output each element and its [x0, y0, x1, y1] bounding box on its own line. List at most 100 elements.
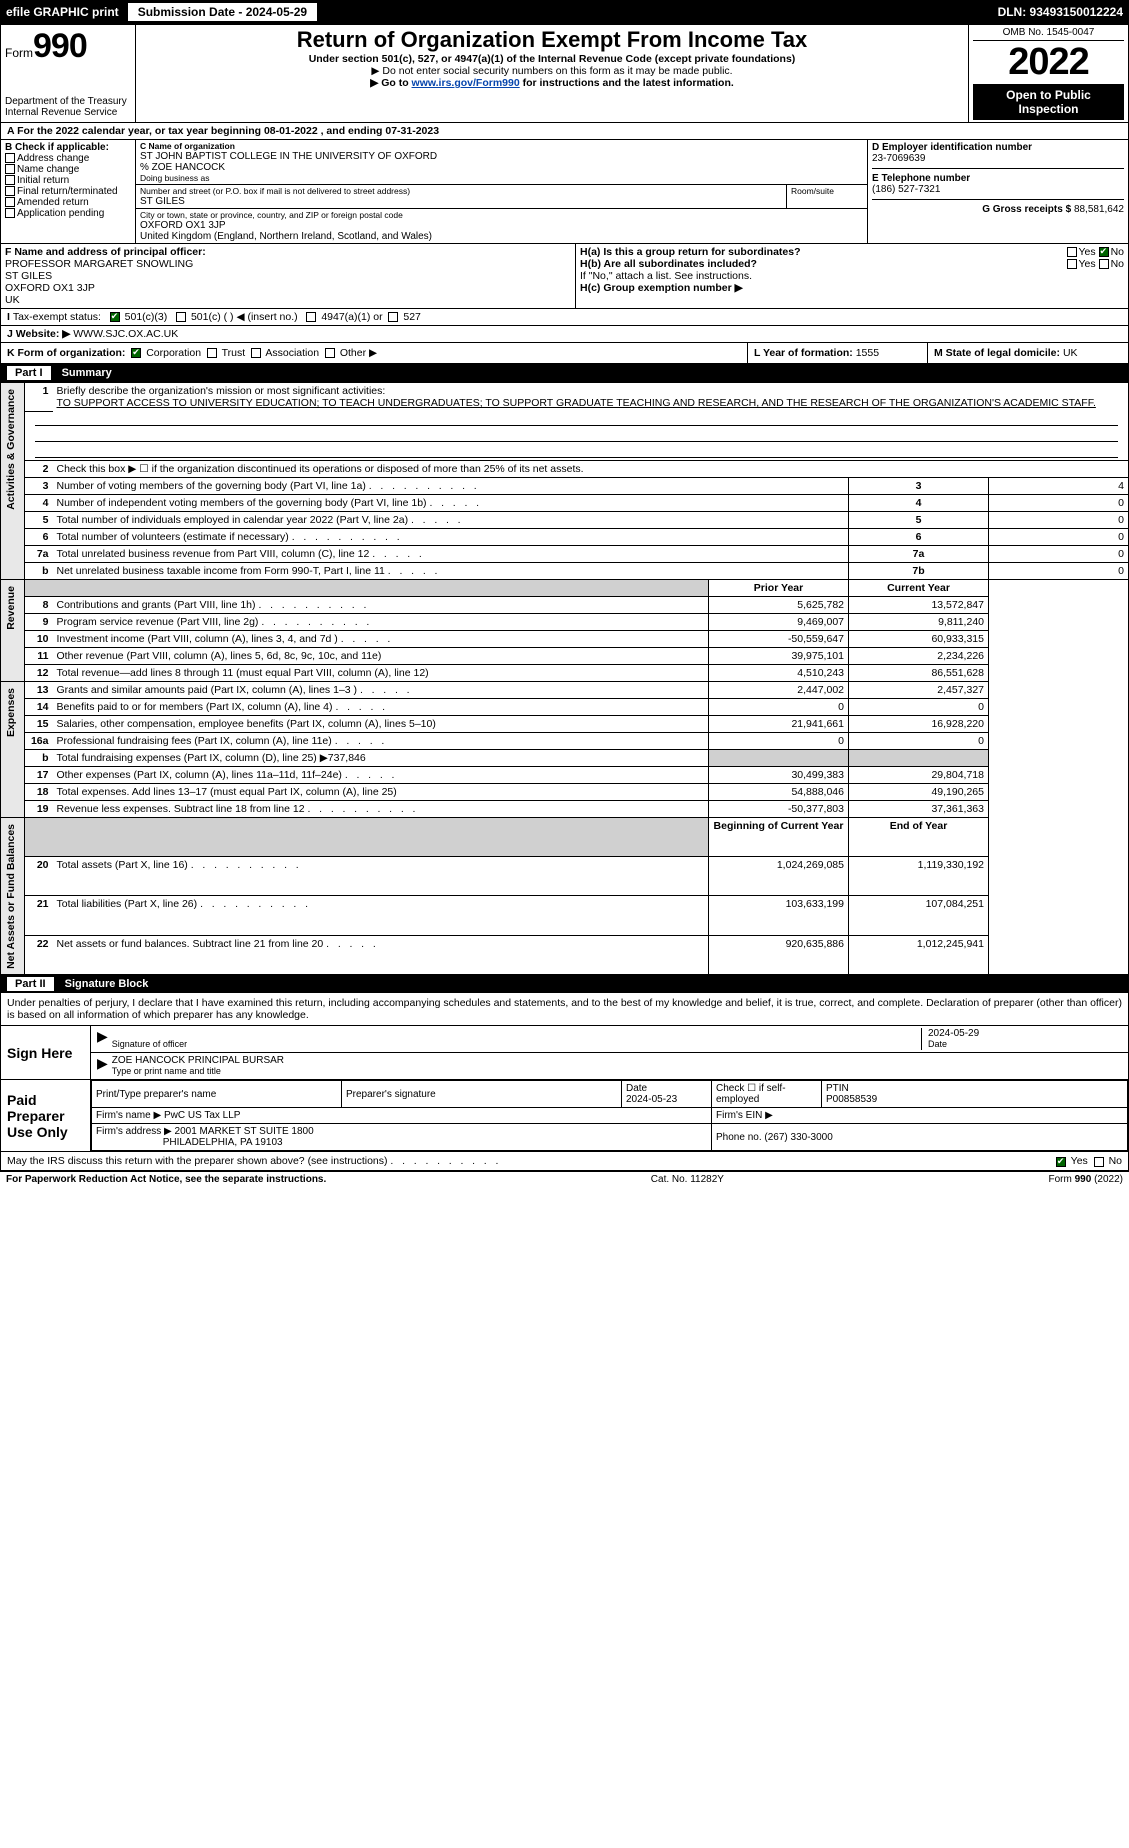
- sig-area: Under penalties of perjury, I declare th…: [0, 993, 1129, 1171]
- b-opt-0[interactable]: Address change: [5, 153, 131, 164]
- line-klm: K Form of organization: Corporation Trus…: [0, 343, 1129, 364]
- exp-row: 15Salaries, other compensation, employee…: [1, 715, 1129, 732]
- form-word: Form: [5, 46, 33, 60]
- i-chk-2[interactable]: [176, 312, 186, 322]
- footer-right: Form 990 (2022): [1049, 1174, 1123, 1185]
- col-c: C Name of organization ST JOHN BAPTIST C…: [136, 140, 868, 243]
- part2-header: Part II Signature Block: [0, 975, 1129, 993]
- firm-addr1: 2001 MARKET ST SUITE 1800: [175, 1126, 314, 1137]
- b-opt-1[interactable]: Name change: [5, 164, 131, 175]
- subtitle: Under section 501(c), 527, or 4947(a)(1)…: [142, 53, 962, 65]
- j-label: Website: ▶: [16, 328, 71, 340]
- open-public: Open to Public Inspection: [973, 84, 1124, 120]
- efile-label: efile GRAPHIC print: [6, 5, 119, 19]
- may-irs-row: May the IRS discuss this return with the…: [1, 1151, 1128, 1170]
- part1-title: Summary: [62, 367, 112, 379]
- check-self[interactable]: Check ☐ if self-employed: [716, 1083, 786, 1105]
- col-b: B Check if applicable: Address change Na…: [1, 140, 136, 243]
- mission: TO SUPPORT ACCESS TO UNIVERSITY EDUCATIO…: [57, 397, 1096, 409]
- b-opt-4[interactable]: Amended return: [5, 197, 131, 208]
- rev-row: 12Total revenue—add lines 8 through 11 (…: [1, 664, 1129, 681]
- k-chk-0[interactable]: [131, 348, 141, 358]
- officer-addr2: OXFORD OX1 3JP: [5, 282, 571, 294]
- prep-date: 2024-05-23: [626, 1094, 677, 1105]
- summary-row: 7aTotal unrelated business revenue from …: [1, 545, 1129, 562]
- row-fh: F Name and address of principal officer:…: [0, 244, 1129, 309]
- website[interactable]: WWW.SJC.OX.AC.UK: [73, 328, 178, 340]
- paid-label: Paid Preparer Use Only: [1, 1080, 91, 1151]
- form-num: 990: [33, 27, 87, 66]
- i-chk-3[interactable]: [306, 312, 316, 322]
- b-label: B Check if applicable:: [5, 142, 131, 153]
- k-chk-1[interactable]: [207, 348, 217, 358]
- ptin: P00858539: [826, 1094, 877, 1105]
- footer-left: For Paperwork Reduction Act Notice, see …: [6, 1174, 326, 1185]
- i-chk-4[interactable]: [388, 312, 398, 322]
- may-irs: May the IRS discuss this return with the…: [7, 1155, 498, 1167]
- exp-row: 19Revenue less expenses. Subtract line 1…: [1, 800, 1129, 817]
- summary-table: Activities & Governance 1 Briefly descri…: [0, 382, 1129, 975]
- note2-pre: ▶ Go to: [370, 77, 411, 89]
- h-c: H(c) Group exemption number ▶: [580, 282, 1124, 294]
- l-label: L Year of formation:: [754, 347, 853, 359]
- h-b: H(b) Are all subordinates included? Yes …: [580, 258, 1124, 270]
- arrow-icon: ▶: [97, 1028, 108, 1050]
- officer-name: PROFESSOR MARGARET SNOWLING: [5, 258, 571, 270]
- k-chk-3[interactable]: [325, 348, 335, 358]
- b-opt-5[interactable]: Application pending: [5, 208, 131, 219]
- side-rev: Revenue: [1, 579, 25, 681]
- city-label: City or town, state or province, country…: [140, 210, 863, 220]
- rev-row: 8Contributions and grants (Part VIII, li…: [1, 596, 1129, 613]
- sig-decl: Under penalties of perjury, I declare th…: [1, 993, 1128, 1026]
- b-opt-3[interactable]: Final return/terminated: [5, 186, 131, 197]
- part1-label: Part I: [7, 366, 51, 380]
- domicile: UK: [1063, 347, 1078, 359]
- city: OXFORD OX1 3JP: [140, 220, 863, 231]
- form990-link[interactable]: www.irs.gov/Form990: [412, 77, 520, 89]
- country: United Kingdom (England, Northern Irelan…: [140, 231, 863, 242]
- h-a: H(a) Is this a group return for subordin…: [580, 246, 1124, 258]
- may-yes[interactable]: [1056, 1157, 1066, 1167]
- line-i: I Tax-exempt status: 501(c)(3) 501(c) ( …: [0, 309, 1129, 326]
- side-exp: Expenses: [1, 681, 25, 817]
- i-label: Tax-exempt status:: [13, 311, 101, 323]
- net-row: 20Total assets (Part X, line 16)1,024,26…: [1, 856, 1129, 895]
- prep-phone: (267) 330-3000: [764, 1132, 832, 1143]
- ein: 23-7069639: [872, 153, 1124, 164]
- i-chk-1[interactable]: [110, 312, 120, 322]
- part2-title: Signature Block: [65, 978, 149, 990]
- paid-table: Print/Type preparer's name Preparer's si…: [91, 1080, 1128, 1151]
- room-label: Room/suite: [791, 186, 863, 196]
- sig-date-label: Date: [928, 1039, 947, 1049]
- k-chk-2[interactable]: [251, 348, 261, 358]
- note1: ▶ Do not enter social security numbers o…: [142, 65, 962, 77]
- firm-name-label: Firm's name ▶: [96, 1110, 161, 1121]
- firm-ein-label: Firm's EIN ▶: [716, 1110, 773, 1121]
- dln: DLN: 93493150012224: [998, 5, 1123, 19]
- line-j: J Website: ▶ WWW.SJC.OX.AC.UK: [0, 326, 1129, 343]
- street: ST GILES: [140, 196, 782, 207]
- omb: OMB No. 1545-0047: [973, 27, 1124, 41]
- line-a-text: For the 2022 calendar year, or tax year …: [17, 125, 439, 137]
- col-deg: D Employer identification number 23-7069…: [868, 140, 1128, 243]
- phone-label: Phone no.: [716, 1132, 762, 1143]
- c-label: C Name of organization: [140, 141, 863, 151]
- top-bar: efile GRAPHIC print Submission Date - 20…: [0, 0, 1129, 24]
- year-formation: 1555: [856, 347, 879, 359]
- arrow-icon: ▶: [97, 1055, 108, 1077]
- dept: Department of the Treasury Internal Reve…: [5, 96, 131, 118]
- exp-row: 16aProfessional fundraising fees (Part I…: [1, 732, 1129, 749]
- summary-row: 5Total number of individuals employed in…: [1, 511, 1129, 528]
- note2-post: for instructions and the latest informat…: [520, 77, 734, 89]
- firm-addr-label: Firm's address ▶: [96, 1126, 172, 1137]
- b-opt-2[interactable]: Initial return: [5, 175, 131, 186]
- officer-printed: ZOE HANCOCK PRINCIPAL BURSAR: [112, 1055, 284, 1066]
- col-prior: Prior Year: [709, 579, 849, 596]
- may-no[interactable]: [1094, 1157, 1104, 1167]
- summary-row: bNet unrelated business taxable income f…: [1, 562, 1129, 579]
- net-row: 21Total liabilities (Part X, line 26)103…: [1, 896, 1129, 935]
- gross-receipts: 88,581,642: [1074, 204, 1124, 215]
- exp-row: 17Other expenses (Part IX, column (A), l…: [1, 766, 1129, 783]
- exp-row: 18Total expenses. Add lines 13–17 (must …: [1, 783, 1129, 800]
- firm-addr2: PHILADELPHIA, PA 19103: [163, 1137, 283, 1148]
